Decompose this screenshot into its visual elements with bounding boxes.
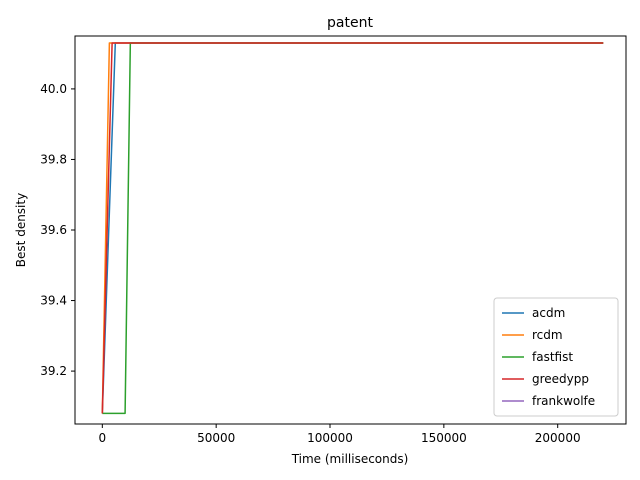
x-tick-label: 150000 bbox=[421, 431, 467, 445]
y-axis-label: Best density bbox=[14, 193, 28, 267]
x-tick-label: 100000 bbox=[307, 431, 353, 445]
y-tick-label: 40.0 bbox=[40, 82, 67, 96]
plot-area bbox=[101, 42, 604, 415]
chart-title: patent bbox=[327, 15, 373, 31]
series-line-greedypp bbox=[101, 42, 604, 414]
x-tick-label: 0 bbox=[99, 431, 107, 445]
x-tick-label: 200000 bbox=[535, 431, 581, 445]
legend-label-acdm: acdm bbox=[532, 306, 565, 320]
y-axis: 39.2 39.4 39.6 39.8 40.0 bbox=[40, 82, 75, 378]
legend-label-greedypp: greedypp bbox=[532, 372, 589, 386]
legend-label-fastfist: fastfist bbox=[532, 350, 573, 364]
y-tick-label: 39.6 bbox=[40, 223, 67, 237]
y-tick-label: 39.4 bbox=[40, 294, 67, 308]
legend: acdm rcdm fastfist greedypp frankwolfe bbox=[493, 297, 619, 417]
x-tick-label: 50000 bbox=[197, 431, 235, 445]
x-axis-label: Time (milliseconds) bbox=[291, 452, 409, 466]
y-tick-label: 39.2 bbox=[40, 364, 67, 378]
legend-label-rcdm: rcdm bbox=[532, 328, 563, 342]
legend-label-frankwolfe: frankwolfe bbox=[532, 394, 595, 408]
y-tick-label: 39.8 bbox=[40, 152, 67, 166]
x-axis: 0 50000 100000 150000 200000 bbox=[99, 424, 581, 445]
legend-box bbox=[493, 297, 619, 417]
